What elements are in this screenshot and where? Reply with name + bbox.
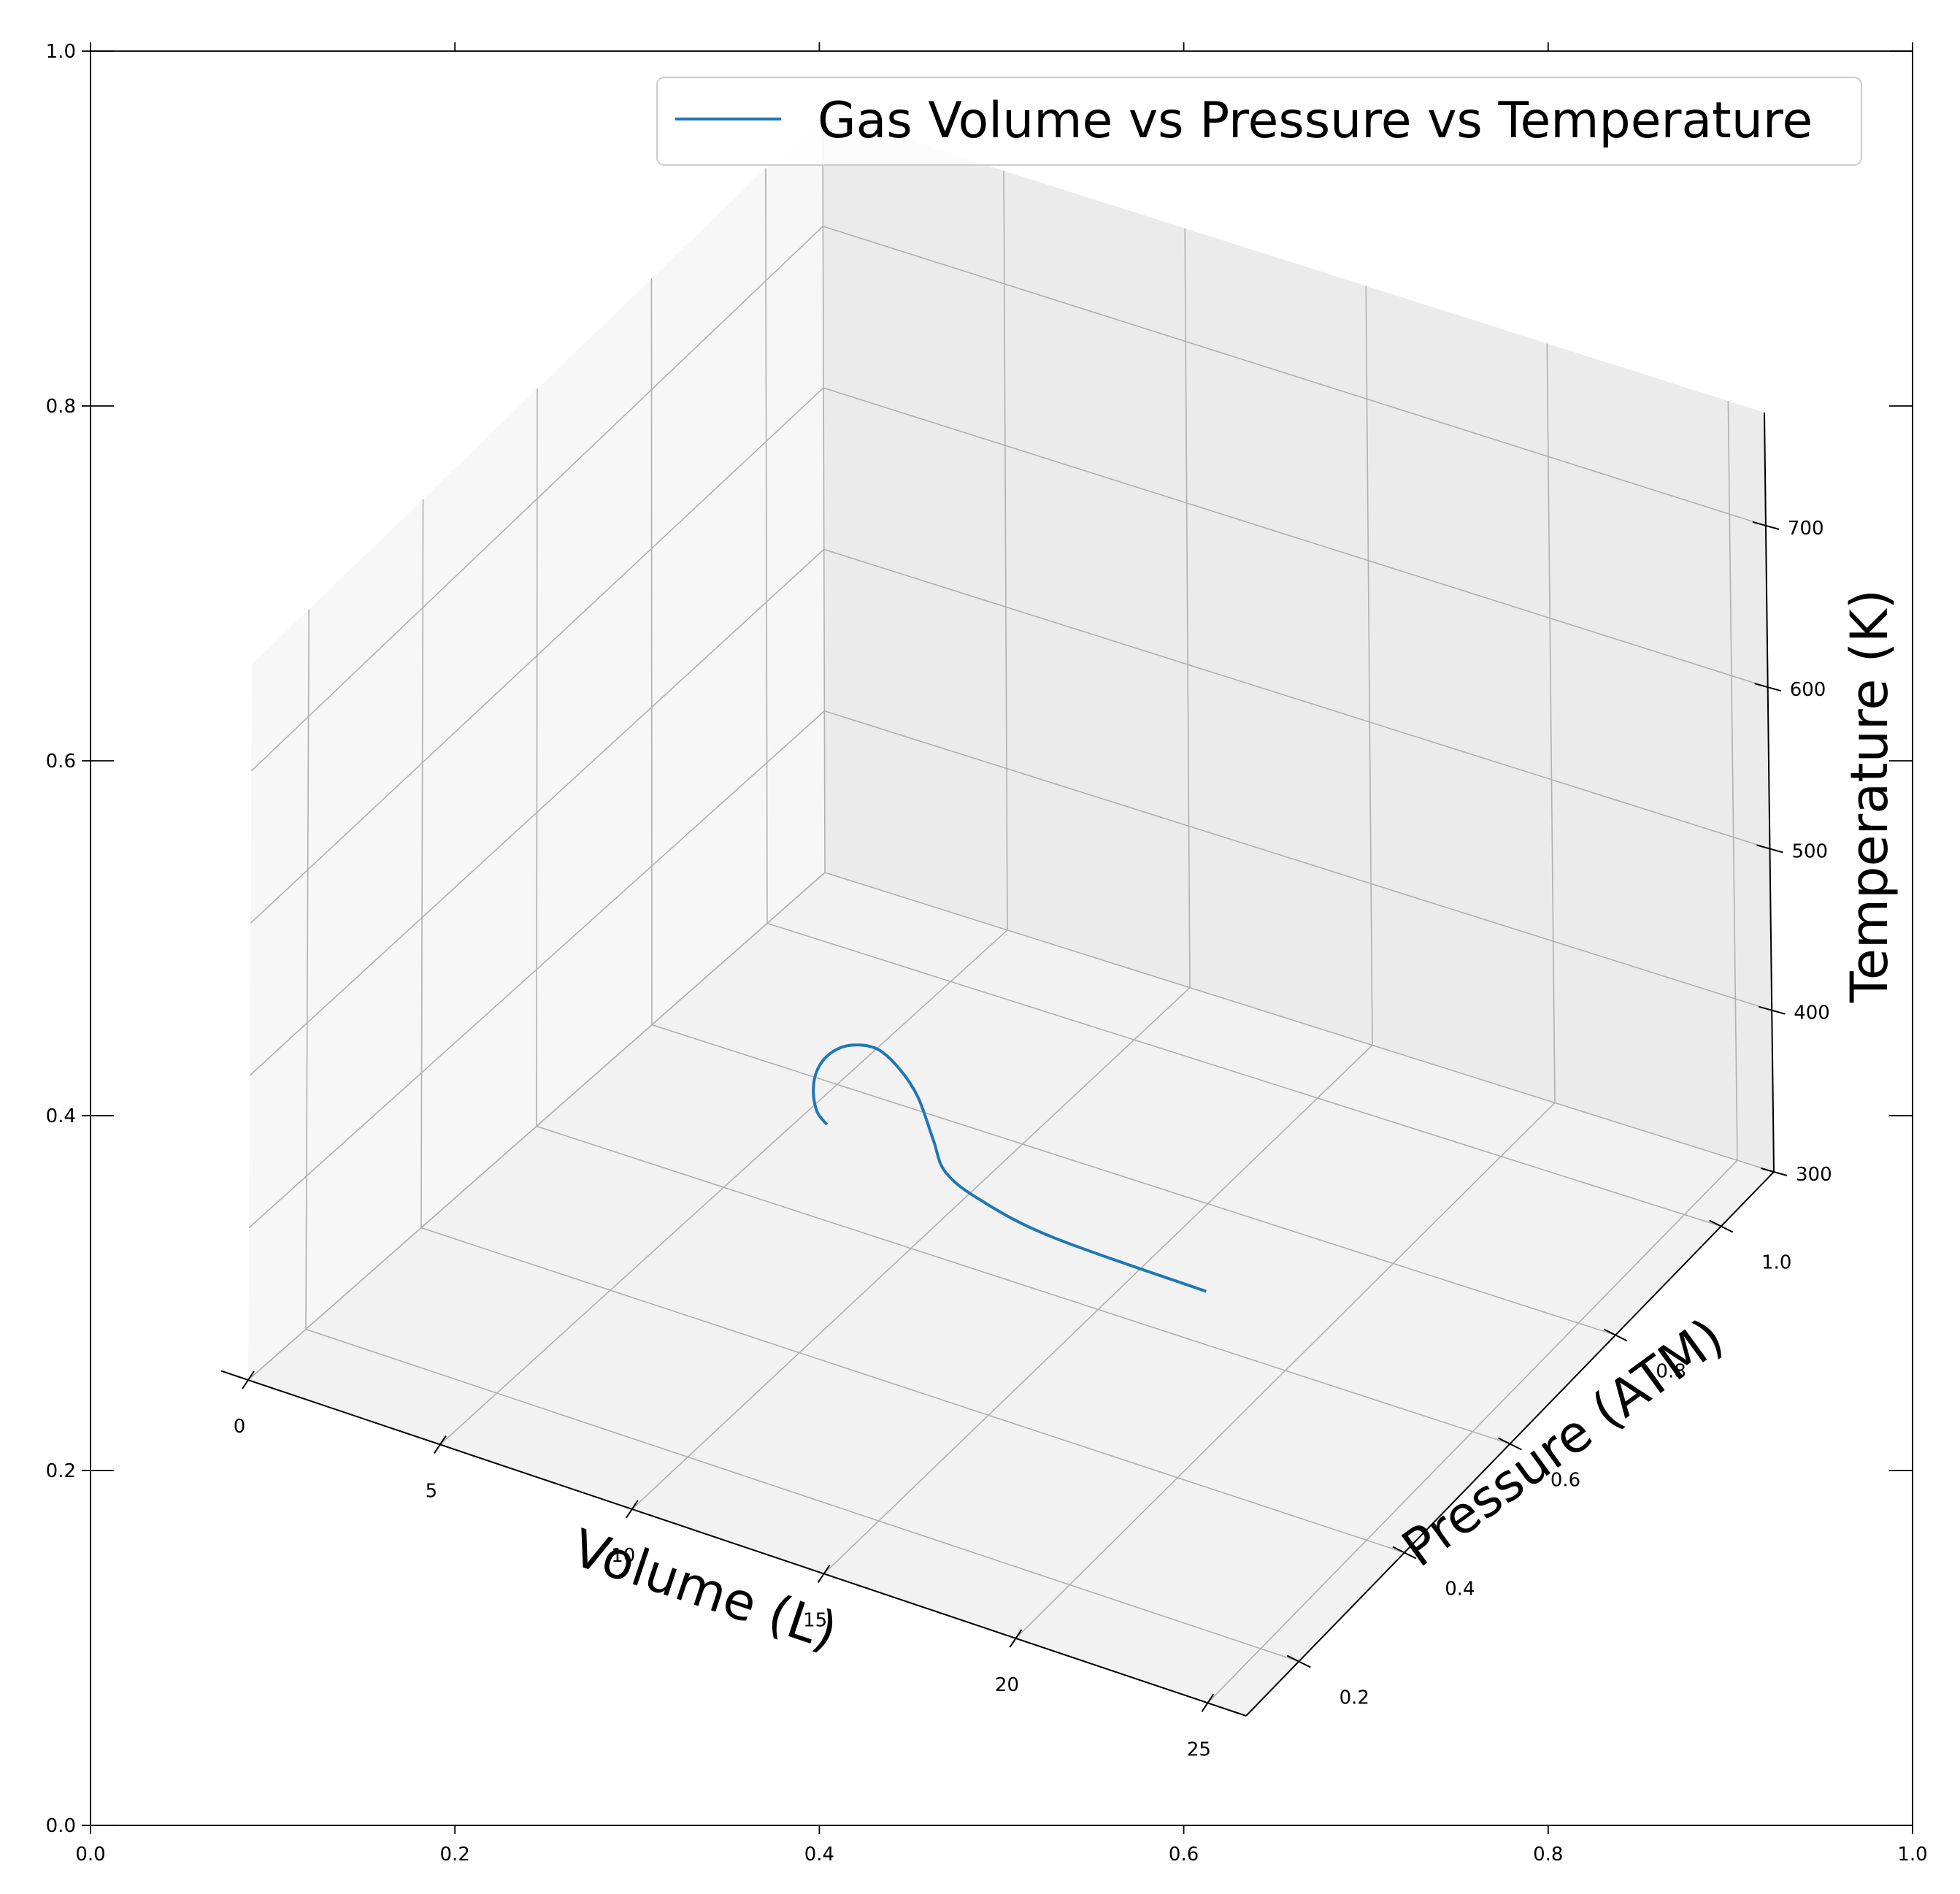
x-tick-mark: [434, 1435, 447, 1454]
z-tick-label: 400: [1794, 1002, 1830, 1024]
x-axis-line: [220, 1370, 1247, 1717]
legend-box: [656, 77, 1862, 166]
data-series: [812, 1043, 1207, 1293]
series-line: [812, 1043, 1207, 1293]
outer-x-tick-label: 0.4: [804, 1844, 834, 1866]
outer-y-tick-label: 1.0: [46, 41, 76, 63]
x-tick-label: 10: [611, 1545, 635, 1567]
x-tick-label: 5: [426, 1480, 438, 1502]
x-tick-label: 25: [1187, 1738, 1211, 1760]
y-tick-label: 1.0: [1761, 1252, 1791, 1274]
back-pane: [823, 113, 1774, 1172]
outer-x-tick-label: 0.2: [440, 1844, 470, 1866]
z-tick-mark: [1756, 844, 1783, 854]
x-tick-label: 15: [803, 1609, 827, 1631]
outer-x-tick-label: 0.8: [1533, 1844, 1563, 1866]
z-tick-mark: [1752, 521, 1780, 530]
x-tick-mark: [625, 1500, 639, 1519]
z-tick-mark: [1758, 1005, 1786, 1015]
y-tick-label: 0.4: [1445, 1579, 1475, 1600]
y-tick-label: 0.2: [1340, 1687, 1369, 1709]
outer-y-tick-label: 0.6: [46, 751, 76, 772]
x-tick-label: 0: [234, 1416, 246, 1438]
legend-label: Gas Volume vs Pressure vs Temperature: [818, 92, 1813, 150]
z-tick-label: 500: [1791, 840, 1828, 862]
z-tick-mark: [1754, 683, 1781, 692]
outer-y-tick-label: 0.8: [46, 396, 76, 418]
gridline-z: [247, 872, 1775, 1381]
legend: Gas Volume vs Pressure vs Temperature: [656, 77, 1862, 166]
z-axis-line: [1764, 412, 1775, 1173]
outer-y-tick-label: 0.2: [46, 1460, 76, 1482]
y-tick-mark: [1709, 1219, 1734, 1233]
x-tick-mark: [1201, 1693, 1215, 1712]
outer-x-tick-label: 1.0: [1897, 1844, 1927, 1866]
floor-pane: [248, 873, 1774, 1716]
x-tick-label: 20: [995, 1674, 1019, 1696]
outer-frame: [90, 50, 1913, 1826]
gridline-z: [250, 387, 1768, 924]
y-tick-mark: [1498, 1437, 1522, 1451]
outer-y-tick-label: 0.4: [46, 1105, 76, 1127]
z-axis-label: Temperature (K): [1840, 589, 1899, 1003]
z-tick-label: 600: [1790, 679, 1826, 701]
z-tick-label: 700: [1788, 518, 1824, 540]
z-tick-label: 300: [1796, 1164, 1832, 1186]
outer-y-tick-label: 0.0: [46, 1815, 76, 1837]
x-tick-mark: [1009, 1629, 1023, 1648]
y-tick-label: 0.8: [1656, 1361, 1686, 1383]
y-tick-mark: [1392, 1546, 1417, 1560]
outer-x-tick-label: 0.0: [75, 1844, 105, 1866]
x-tick-mark: [242, 1370, 255, 1389]
y-tick-label: 0.6: [1550, 1470, 1580, 1492]
z-tick-mark: [1760, 1168, 1788, 1176]
outer-x-tick-label: 0.6: [1169, 1844, 1199, 1866]
gridline-z: [250, 225, 1767, 772]
outer-axes: 0.0 0.2 0.4 0.6 0.8 1.0 0.0 0.2 0.4 0.6 0.8 1.0: [46, 41, 1928, 1866]
gridline-z: [248, 710, 1772, 1229]
gridline-z: [249, 548, 1770, 1076]
x-tick-mark: [817, 1564, 831, 1583]
y-tick-mark: [1603, 1328, 1628, 1342]
y-tick-mark: [1286, 1655, 1311, 1668]
3d-gridlines: [247, 112, 1775, 1703]
